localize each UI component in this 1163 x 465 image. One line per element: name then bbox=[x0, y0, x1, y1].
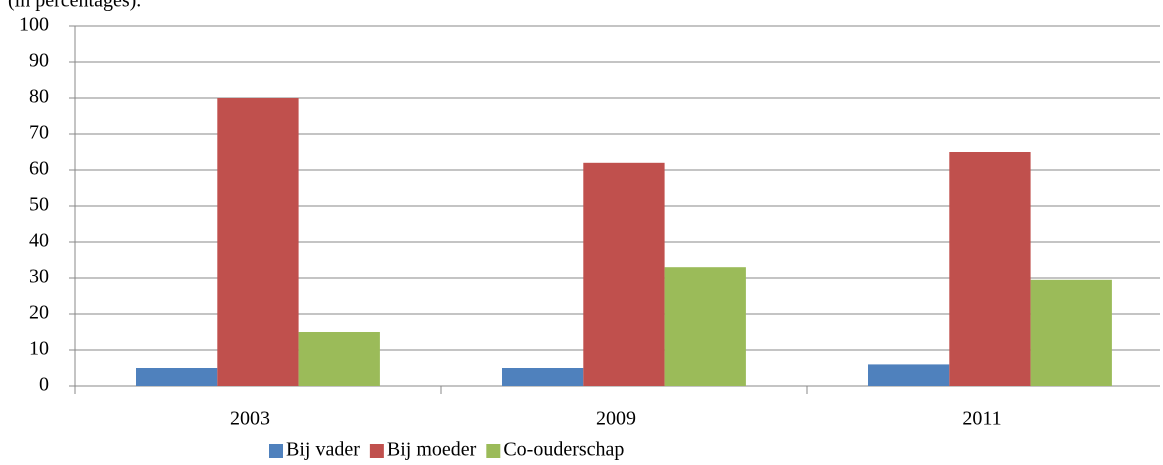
bar bbox=[868, 364, 950, 386]
bar bbox=[136, 368, 218, 386]
bar bbox=[502, 368, 584, 386]
x-tick-label: 2003 bbox=[230, 408, 270, 430]
bar bbox=[1030, 279, 1112, 386]
y-tick-label: 50 bbox=[29, 194, 49, 216]
bar bbox=[298, 332, 380, 386]
y-tick-label: 40 bbox=[29, 230, 49, 252]
bar bbox=[583, 162, 665, 386]
legend-label: Bij moeder bbox=[387, 439, 477, 461]
y-tick-label: 60 bbox=[29, 158, 49, 180]
y-tick-label: 0 bbox=[39, 374, 49, 396]
y-tick-label: 20 bbox=[29, 302, 49, 324]
bar bbox=[664, 267, 746, 386]
bar bbox=[217, 98, 299, 386]
bar bbox=[949, 152, 1031, 386]
y-tick-label: 100 bbox=[19, 14, 49, 36]
legend-swatch bbox=[369, 444, 384, 458]
legend-label: Co-ouderschap bbox=[503, 439, 624, 461]
y-tick-label: 80 bbox=[29, 86, 49, 108]
y-tick-label: 70 bbox=[29, 122, 49, 144]
legend-swatch bbox=[486, 444, 501, 458]
y-tick-label: 90 bbox=[29, 50, 49, 72]
chart-subtitle: (in percentages). bbox=[8, 0, 141, 12]
legend-swatch bbox=[269, 444, 283, 458]
x-tick-label: 2009 bbox=[596, 408, 636, 430]
x-tick-label: 2011 bbox=[962, 408, 1001, 430]
y-tick-label: 10 bbox=[29, 338, 49, 360]
y-tick-label: 30 bbox=[29, 266, 49, 288]
legend-label: Bij vader bbox=[286, 439, 360, 461]
